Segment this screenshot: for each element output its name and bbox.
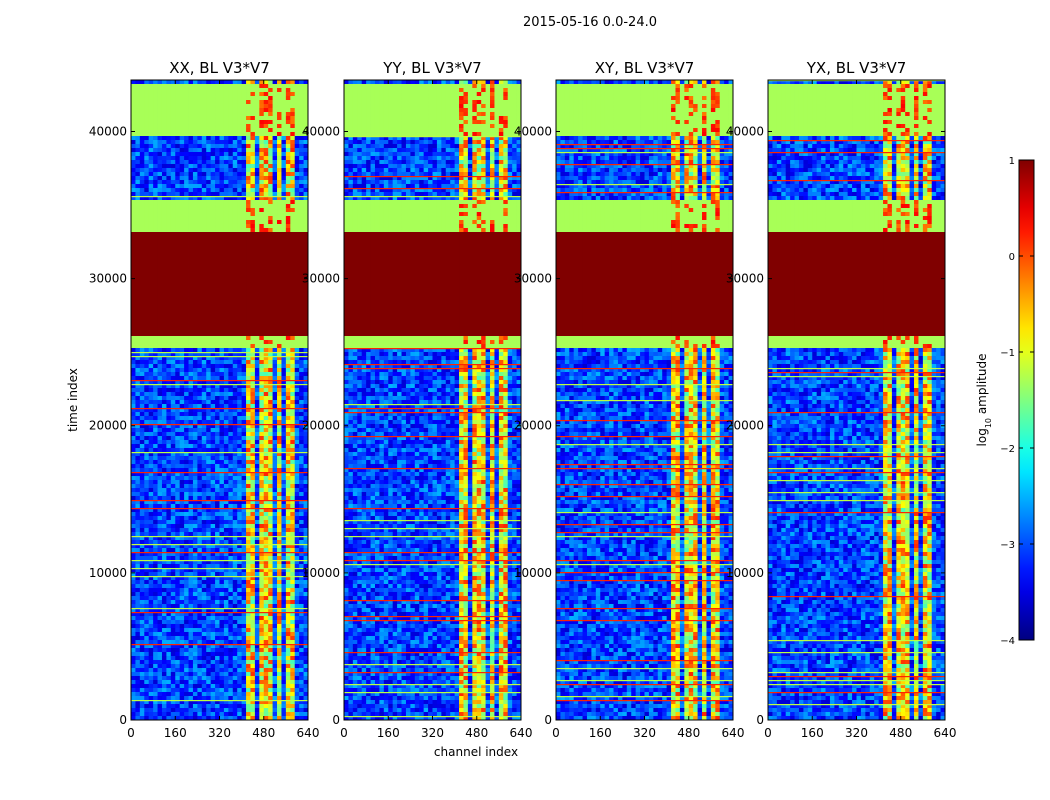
panel-title: YX, BL V3*V7 [806,59,907,77]
panel-title: XY, BL V3*V7 [595,59,695,77]
colorbar-tick-label: 1 [1009,156,1015,167]
x-tick-label: 320 [421,726,444,740]
y-tick-label: 10000 [302,566,340,580]
colorbar-tick-label: −1 [1000,348,1015,359]
y-tick-label: 10000 [514,566,552,580]
y-tick-label: 20000 [89,419,127,433]
y-tick-label: 20000 [514,419,552,433]
y-axis-label: time index [66,368,80,432]
x-tick-label: 480 [252,726,275,740]
x-tick-label: 480 [677,726,700,740]
x-axis-label: channel index [434,745,518,759]
x-tick-label: 640 [297,726,320,740]
x-tick-label: 0 [340,726,348,740]
figure-title: 2015-05-16 0.0-24.0 [523,15,657,30]
y-tick-label: 20000 [726,419,764,433]
colorbar-tick-label: −4 [1000,636,1015,647]
colorbar-tick-label: −3 [1000,540,1015,551]
panel-3: XY, BL V3*V7 0 160 320 480 640 0 10000 20000 3000… [514,59,745,740]
x-tick-label: 160 [377,726,400,740]
y-tick-label: 0 [119,713,127,727]
x-tick-label: 480 [465,726,488,740]
y-tick-label: 0 [332,713,340,727]
y-tick-label: 40000 [726,124,764,138]
y-tick-label: 10000 [89,566,127,580]
y-tick-label: 40000 [514,124,552,138]
y-tick-label: 30000 [726,272,764,286]
x-tick-label: 0 [552,726,560,740]
x-tick-label: 480 [889,726,912,740]
x-tick-label: 320 [208,726,231,740]
y-tick-label: 30000 [89,272,127,286]
panel-title: XX, BL V3*V7 [169,59,270,77]
x-tick-label: 160 [164,726,187,740]
x-tick-label: 640 [510,726,533,740]
y-tick-label: 40000 [302,124,340,138]
y-tick-label: 20000 [302,419,340,433]
y-tick-label: 10000 [726,566,764,580]
x-tick-label: 320 [845,726,868,740]
colorbar-tick-label: −2 [1000,444,1015,455]
x-tick-label: 320 [633,726,656,740]
y-tick-label: 40000 [89,124,127,138]
colorbar: −4 −3 −2 −1 0 1 log10 amplitude [975,156,1035,647]
colorbar-gradient [1019,160,1034,640]
y-tick-label: 30000 [514,272,552,286]
x-tick-label: 160 [801,726,824,740]
panel-2: YY, BL V3*V7 0 160 320 480 640 0 10000 20000 3000… [302,59,533,740]
x-tick-label: 0 [127,726,135,740]
panel-1: XX, BL V3*V7 0 160 320 480 640 0 10000 20000 3000… [89,59,320,740]
x-tick-label: 160 [589,726,612,740]
colorbar-label: log10 amplitude [975,354,993,447]
x-tick-label: 640 [934,726,957,740]
panel-4: YX, BL V3*V7 0 160 320 480 640 0 10000 20000 3000… [726,59,957,740]
panel-group: XX, BL V3*V7 0 160 320 480 640 0 10000 20000 3000… [89,59,957,740]
y-tick-label: 0 [756,713,764,727]
colorbar-tick-label: 0 [1009,252,1015,263]
x-tick-label: 0 [764,726,772,740]
y-tick-label: 0 [544,713,552,727]
panel-title: YY, BL V3*V7 [382,59,481,77]
colorbar-frame [1018,159,1035,641]
x-tick-label: 640 [722,726,745,740]
y-tick-label: 30000 [302,272,340,286]
